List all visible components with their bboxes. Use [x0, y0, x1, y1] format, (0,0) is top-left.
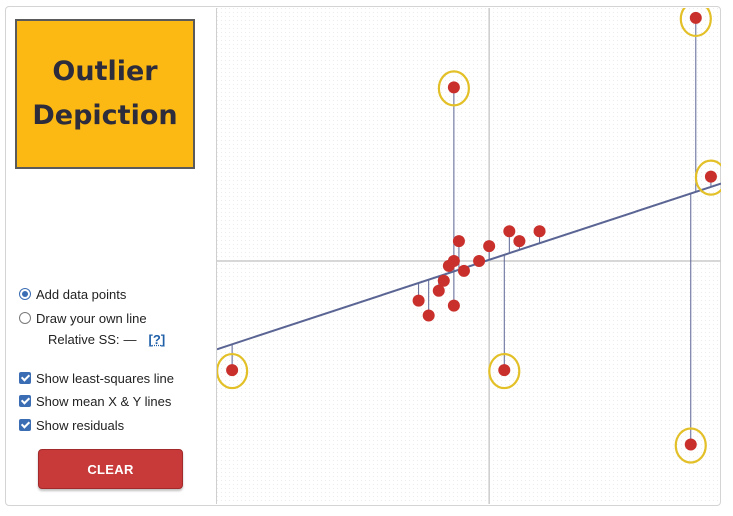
data-point[interactable] [447, 81, 460, 94]
outlier-circle [488, 352, 521, 390]
outlier-circle [217, 352, 249, 390]
toggle-residuals[interactable]: Show residuals [19, 416, 124, 434]
checkbox-checked-icon[interactable] [19, 372, 31, 384]
mode-draw-line[interactable]: Draw your own line [19, 309, 147, 327]
data-point[interactable] [432, 284, 445, 297]
outlier-circle [694, 159, 721, 196]
toggle-least-squares-label: Show least-squares line [36, 370, 175, 386]
toggle-mean-lines-label: Show mean X & Y lines [36, 393, 172, 409]
data-point[interactable] [473, 254, 486, 267]
radio-selected-icon[interactable] [19, 288, 31, 300]
scatter-plot-area[interactable] [216, 8, 721, 504]
data-point[interactable] [452, 235, 465, 248]
checkbox-checked-icon[interactable] [19, 419, 31, 431]
title-box: Outlier Depiction [15, 19, 195, 169]
data-point[interactable] [457, 264, 470, 277]
scatter-plot-svg[interactable] [217, 8, 721, 504]
title-line-1: Outlier [52, 56, 158, 87]
outlier-circle [437, 70, 470, 107]
data-point[interactable] [533, 225, 546, 238]
least-squares-line-group [217, 182, 721, 351]
data-point[interactable] [422, 309, 435, 322]
toggle-residuals-label: Show residuals [36, 417, 125, 433]
checkbox-checked-icon[interactable] [19, 395, 31, 407]
data-points[interactable] [226, 11, 717, 451]
relative-ss-value: — [123, 331, 137, 347]
data-point[interactable] [704, 170, 717, 183]
data-point[interactable] [498, 364, 511, 377]
outlier-circle [679, 8, 712, 38]
mode-add-points-label: Add data points [36, 286, 127, 302]
relative-ss-row: Relative SS: — [?] [48, 330, 165, 348]
data-point[interactable] [447, 299, 460, 312]
mode-draw-line-label: Draw your own line [36, 310, 147, 326]
data-point[interactable] [503, 225, 516, 238]
data-point[interactable] [447, 254, 460, 267]
data-point[interactable] [483, 240, 496, 253]
toggle-mean-lines[interactable]: Show mean X & Y lines [19, 392, 171, 410]
data-point[interactable] [684, 438, 697, 451]
least-squares-line [217, 182, 721, 351]
data-point[interactable] [689, 11, 702, 24]
clear-button[interactable]: CLEAR [38, 449, 183, 489]
outlier-circle [674, 427, 707, 464]
data-point[interactable] [437, 274, 450, 287]
help-link[interactable]: [?] [148, 331, 166, 347]
title-line-2: Depiction [32, 100, 178, 131]
radio-unselected-icon[interactable] [19, 312, 31, 324]
data-point[interactable] [412, 294, 425, 307]
relative-ss-label: Relative SS: [48, 331, 120, 347]
outlier-highlights [217, 8, 721, 464]
data-point[interactable] [226, 364, 239, 377]
data-point[interactable] [513, 235, 526, 248]
mode-add-points[interactable]: Add data points [19, 285, 126, 303]
toggle-least-squares-line[interactable]: Show least-squares line [19, 369, 174, 387]
